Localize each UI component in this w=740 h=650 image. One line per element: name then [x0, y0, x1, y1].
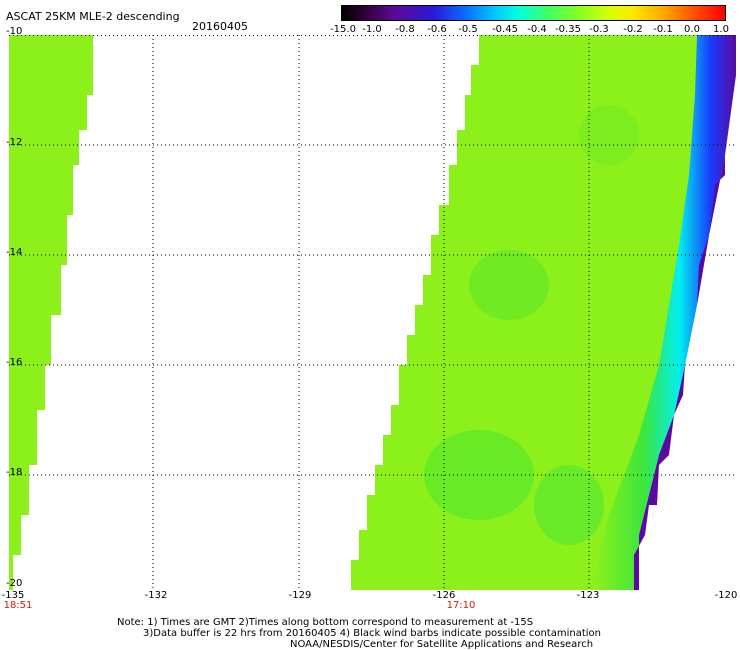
colorbar-label: -0.45	[492, 24, 518, 35]
colorbar-label: -0.3	[589, 24, 609, 35]
footnote-line: 3)Data buffer is 22 hrs from 20160405 4)…	[143, 628, 601, 639]
swath-edge-band	[594, 35, 736, 590]
left-data-swath	[9, 35, 93, 590]
lon-tick-label: -129	[288, 590, 312, 601]
colorbar-label: -0.5	[458, 24, 478, 35]
colorbar-label: -1.0	[362, 24, 382, 35]
green-patch	[469, 250, 549, 320]
lat-tick-label: -10	[6, 26, 23, 37]
lat-tick-label: -18	[6, 467, 23, 478]
lon-tick-label: -132	[144, 590, 168, 601]
green-patch	[534, 465, 604, 545]
colorbar-label: -0.35	[555, 24, 581, 35]
lon-tick-label: -126	[432, 590, 456, 601]
footnote-credit: NOAA/NESDIS/Center for Satellite Applica…	[290, 639, 594, 650]
wind-map-plot	[9, 35, 736, 590]
colorbar-label: -0.4	[527, 24, 547, 35]
footnote-line: Note: 1) Times are GMT 2)Times along bot…	[117, 617, 534, 628]
colorbar-label: -0.8	[395, 24, 415, 35]
lon-tick-label: -120	[714, 590, 738, 601]
pass-time-label: 17:10	[446, 600, 476, 611]
color-scale-bar	[341, 5, 726, 21]
purple-edge-cells	[634, 155, 725, 590]
lat-tick-label: -12	[6, 137, 23, 148]
colorbar-label: -15.0	[330, 24, 356, 35]
colorbar-label: 0.0	[684, 24, 700, 35]
lon-tick-label: -123	[576, 590, 600, 601]
map-date: 20160405	[192, 20, 248, 33]
green-patch	[424, 430, 534, 520]
colorbar-label: -0.2	[623, 24, 643, 35]
green-patch	[579, 105, 639, 165]
colorbar-label: -0.1	[653, 24, 673, 35]
lat-tick-label: -16	[6, 357, 23, 368]
pass-time-label: 18:51	[3, 600, 33, 611]
lon-tick-label: -135	[1, 590, 25, 601]
lat-tick-label: -20	[6, 578, 23, 589]
colorbar-label: -0.6	[427, 24, 447, 35]
lat-tick-label: -14	[6, 247, 23, 258]
map-title: ASCAT 25KM MLE-2 descending	[6, 10, 180, 23]
lat-lon-grid	[9, 35, 736, 590]
colorbar-label: 1.0	[713, 24, 729, 35]
